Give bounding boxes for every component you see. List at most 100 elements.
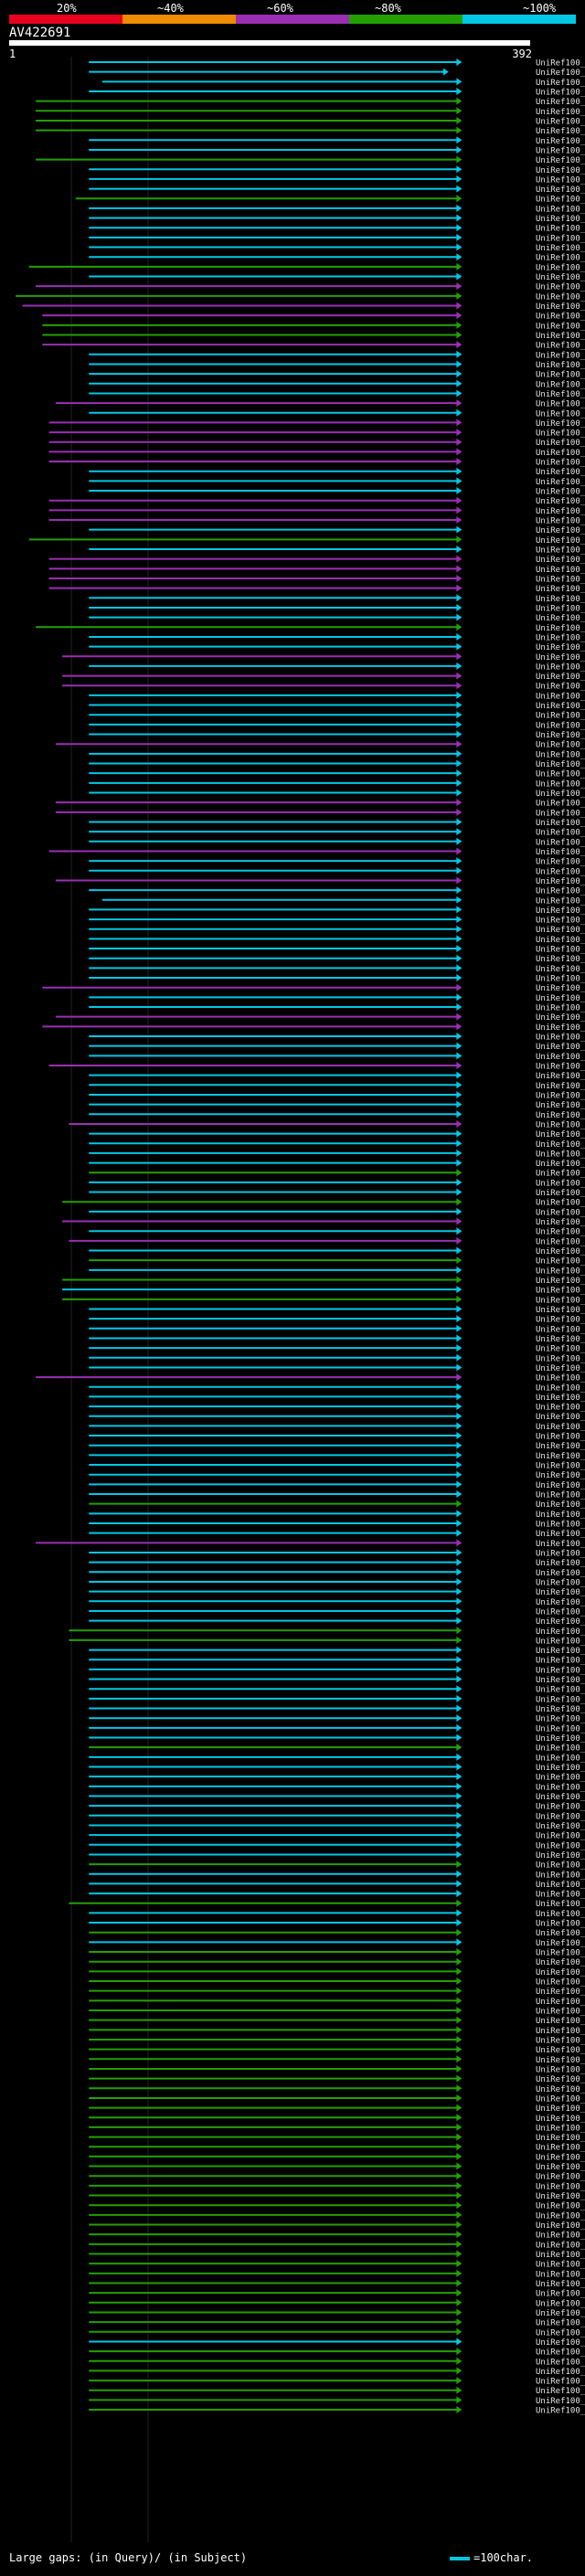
hit-label[interactable]: UniRef100_Q4SWN3 (536, 1277, 585, 1286)
hit-label[interactable]: UniRef100_Q7S127 (536, 702, 585, 711)
hit-label[interactable]: UniRef100_A7NZC0 (536, 633, 585, 642)
hit-label[interactable]: UniRef100_UP000... (536, 1062, 585, 1071)
hit-label[interactable]: UniRef100_A7RNJ1 (536, 1793, 585, 1802)
hit-label[interactable]: UniRef100_Q28IH4 (536, 2153, 585, 2162)
hit-label[interactable]: UniRef100_UP000... (536, 926, 585, 935)
hit-label[interactable]: UniRef100_C4WUN9 (536, 2163, 585, 2172)
hit-label[interactable]: UniRef100_A5BHQ0 (536, 994, 585, 1003)
hit-label[interactable]: UniRef100_UP000... (536, 1627, 585, 1637)
hit-label[interactable]: UniRef100_C5DJ14 (536, 1500, 585, 1510)
hit-label[interactable]: UniRef100_Q5WRU1 (536, 975, 585, 984)
hit-label[interactable]: UniRef100_A7QRW7 (536, 906, 585, 916)
hit-label[interactable]: UniRef100_Q5SW03 (536, 1043, 585, 1052)
hit-label[interactable]: UniRef100_Q5WAV0 (536, 536, 585, 546)
hit-label[interactable]: UniRef100_Q6C1E2 (536, 2358, 585, 2367)
hit-label[interactable]: UniRef100_A9QDD9 (536, 1394, 585, 1403)
hit-label[interactable]: UniRef100_Q2XTB9 (536, 380, 585, 389)
hit-label[interactable]: UniRef100_B5DAN0 (536, 2182, 585, 2191)
hit-label[interactable]: UniRef100_C1C1T9 (536, 1345, 585, 1354)
hit-label[interactable]: UniRef100_A4RSN4 (536, 488, 585, 497)
hit-label[interactable]: UniRef100_A9S9A1 (536, 439, 585, 448)
hit-label[interactable]: UniRef100_A9T1Q1 (536, 643, 585, 652)
hit-label[interactable]: UniRef100_UP000... (536, 2027, 585, 2036)
hit-label[interactable]: UniRef100_C5VUX7 (536, 731, 585, 740)
hit-label[interactable]: UniRef100_B6QKT5 (536, 1607, 585, 1617)
hit-label[interactable]: UniRef100_A8PTX0 (536, 1822, 585, 1831)
hit-label[interactable]: UniRef100_C5FSY4 (536, 196, 585, 205)
hit-label[interactable]: UniRef100_Q1W9Y2 (536, 663, 585, 672)
hit-label[interactable]: UniRef100_C4YHL0 (536, 215, 585, 224)
hit-label[interactable]: UniRef100_A7TR56 (536, 1179, 585, 1188)
hit-label[interactable]: UniRef100_A9TS17 (536, 585, 585, 594)
hit-label[interactable]: UniRef100_A5BX93 (536, 1335, 585, 1344)
hit-label[interactable]: UniRef100_Q3J31U (536, 877, 585, 886)
hit-label[interactable]: UniRef100_B6QFM0 (536, 1053, 585, 1062)
hit-label[interactable]: UniRef100_C1N154 (536, 400, 585, 409)
hit-label[interactable]: UniRef100_A6NEK0 (536, 1237, 585, 1246)
hit-label[interactable]: UniRef100_C32858 (536, 1783, 585, 1792)
hit-label[interactable]: UniRef100_A9P3Y2 (536, 1413, 585, 1422)
hit-label[interactable]: UniRef100_C4NBP0 (536, 1588, 585, 1597)
hit-label[interactable]: UniRef100_B6MSZ1 (536, 1920, 585, 1929)
hit-label[interactable]: UniRef100_Q59848 (536, 1676, 585, 1685)
hit-label[interactable]: UniRef100_Q6SQK1 (536, 1306, 585, 1315)
hit-label[interactable]: UniRef100_C5SF61 (536, 1521, 585, 1530)
hit-label[interactable]: UniRef100_UP000... (536, 1871, 585, 1880)
hit-label[interactable]: UniRef100_UP000... (536, 624, 585, 633)
hit-label[interactable]: UniRef100_B5XGK8 (536, 2368, 585, 2377)
hit-label[interactable]: UniRef100_B9HUL3 (536, 497, 585, 506)
hit-label[interactable]: UniRef100_B9FLQ6 (536, 1287, 585, 1296)
hit-label[interactable]: UniRef100_C5YNI0 (536, 1530, 585, 1539)
hit-label[interactable]: UniRef100_Q73744 (536, 2299, 585, 2308)
hit-label[interactable]: UniRef100_B5X956 (536, 2378, 585, 2387)
hit-label[interactable]: UniRef100_A2WYT1 (536, 1540, 585, 1549)
hit-label[interactable]: UniRef100_Q05K03 (536, 332, 585, 341)
hit-label[interactable]: UniRef100_Q5WRQ6 (536, 984, 585, 993)
hit-label[interactable]: UniRef100_A9P3X9 (536, 1442, 585, 1451)
hit-label[interactable]: UniRef100_Q2YR04 (536, 2290, 585, 2299)
hit-label[interactable]: UniRef100_Q5BW37 (536, 1140, 585, 1150)
hit-label[interactable]: UniRef100_A6R4Y1 (536, 1851, 585, 1860)
hit-label[interactable]: UniRef100_Q6T2F0 (536, 2094, 585, 2104)
hit-label[interactable]: UniRef100_UP000... (536, 1988, 585, 1997)
hit-label[interactable]: UniRef100_UP000... (536, 2017, 585, 2026)
hit-label[interactable]: UniRef100_B8CEK6 (536, 1111, 585, 1120)
hit-label[interactable]: UniRef100_C5E9D4 (536, 244, 585, 253)
hit-label[interactable]: UniRef100_A2RBN3 (536, 526, 585, 535)
hit-label[interactable]: UniRef100_A2WE25 (536, 1549, 585, 1558)
hit-label[interactable]: UniRef100_A1D4N2 (536, 1715, 585, 1724)
hit-label[interactable]: UniRef100_UP000... (536, 166, 585, 175)
hit-label[interactable]: UniRef100_Q6ZXJ2 (536, 1228, 585, 1237)
hit-label[interactable]: UniRef100_Q6VYJ9 (536, 1491, 585, 1500)
hit-label[interactable]: UniRef100_UP000... (536, 1978, 585, 1988)
hit-label[interactable]: UniRef100_A3AJ24 (536, 867, 585, 876)
hit-label[interactable]: UniRef100_C5J4Q8 (536, 1511, 585, 1520)
hit-label[interactable]: UniRef100_A9P3X8 (536, 1452, 585, 1461)
hit-label[interactable]: UniRef100_A8IA17 (536, 468, 585, 477)
hit-label[interactable]: UniRef100_A4RK13 (536, 1861, 585, 1871)
hit-label[interactable]: UniRef100_B7FR75 (536, 1120, 585, 1129)
hit-label[interactable]: UniRef100_A2YRD7 (536, 342, 585, 351)
hit-label[interactable]: UniRef100_UP000... (536, 1189, 585, 1198)
hit-label[interactable]: UniRef100_P25208 (536, 2202, 585, 2211)
hit-label[interactable]: UniRef100_Q911T9 (536, 1257, 585, 1267)
hit-label[interactable]: UniRef100_A9P3Y1 (536, 1423, 585, 1432)
hit-label[interactable]: UniRef100_Q6YNK1 (536, 712, 585, 721)
hit-label[interactable]: UniRef100_Q0UUW8 (536, 186, 585, 195)
hit-label[interactable]: UniRef100_UP000... (536, 1881, 585, 1890)
hit-label[interactable]: UniRef100_C5GN51 (536, 1900, 585, 1909)
hit-label[interactable]: UniRef100_C5E2W3 (536, 1744, 585, 1754)
hit-label[interactable]: UniRef100_B9P2P5 (536, 69, 585, 78)
hit-label[interactable]: UniRef100_Q7RE10 (536, 1267, 585, 1276)
hit-label[interactable]: UniRef100_B9Y3Q2 (536, 137, 585, 146)
hit-label[interactable]: UniRef100_B9SWQ9 (536, 760, 585, 769)
hit-label[interactable]: UniRef100_Q6Z5N0 (536, 2124, 585, 2133)
hit-label[interactable]: UniRef100_B0JU42 (536, 292, 585, 302)
hit-label[interactable]: UniRef100_C5IHP6 (536, 2231, 585, 2241)
hit-label[interactable]: UniRef100_A6RJ84 (536, 1939, 585, 1948)
hit-label[interactable]: UniRef100_Q5S240 (536, 2397, 585, 2406)
hit-label[interactable]: UniRef100_B9TWA0 (536, 313, 585, 322)
hit-label[interactable]: UniRef100_Q6DD04 (536, 2261, 585, 2270)
hit-label[interactable]: UniRef100_B0JNH3 (536, 234, 585, 243)
hit-label[interactable]: UniRef100_Q9FGJ3 (536, 1023, 585, 1033)
